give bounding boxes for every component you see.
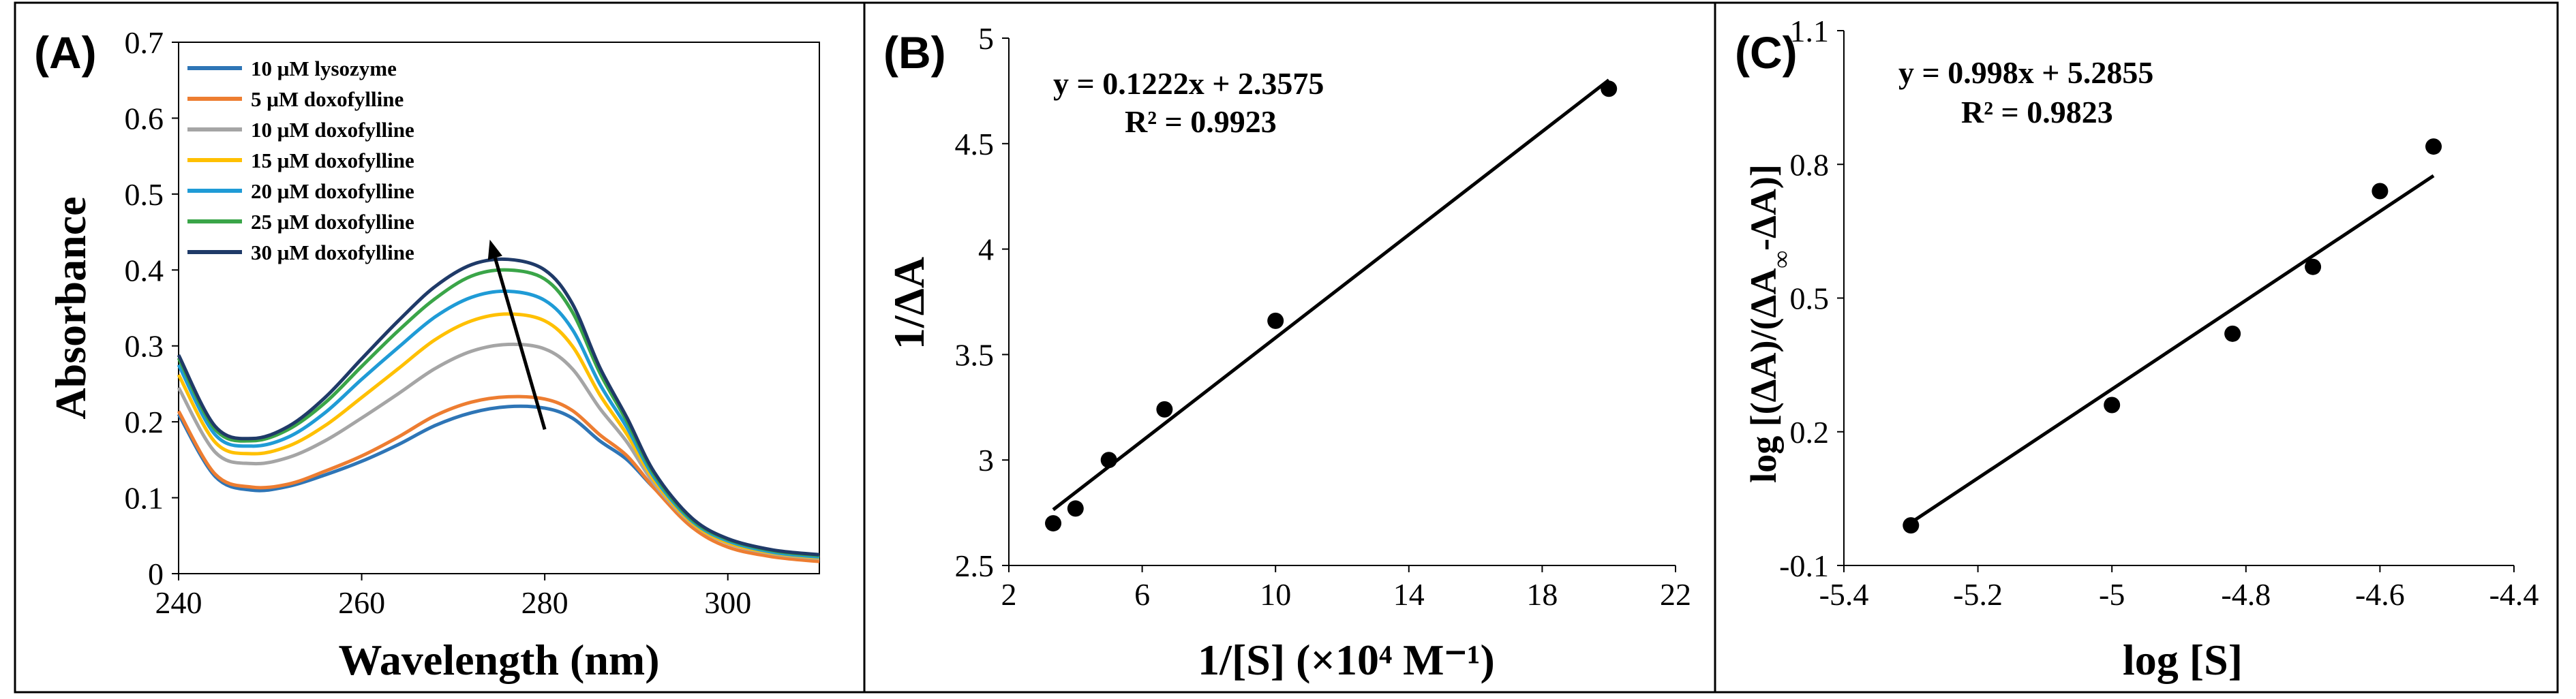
chart-c-trendline [1909, 174, 2435, 525]
chart-a-legend-label: 30 μM doxofylline [251, 240, 414, 264]
chart-c-y-tick-label: -0.1 [1779, 548, 1829, 583]
chart-c-data-point [2425, 138, 2442, 155]
chart-c-data-point [1903, 517, 1920, 534]
chart-b-ticks: 2 6 10 14 18 22 2.5 3 3.5 4 4.5 5 [955, 21, 1692, 612]
chart-a-lines [177, 257, 820, 563]
chart-b-x-tick-label: 22 [1660, 577, 1691, 612]
chart-a-legend-label: 10 μM doxofylline [251, 118, 414, 142]
chart-a-legend-label: 15 μM doxofylline [251, 149, 414, 172]
chart-a-x-axis-title: Wavelength (nm) [338, 636, 659, 684]
chart-b-fit [1052, 78, 1610, 512]
chart-b-y-tick-label: 3 [978, 443, 994, 478]
panel-label-b: (B) [883, 27, 946, 78]
chart-b-y-tick-label: 4.5 [955, 127, 995, 161]
chart-a-legend-label: 25 μM doxofylline [251, 210, 414, 234]
chart-b-points [1045, 80, 1618, 532]
chart-a: 240 260 280 300 0 0.1 0.2 0.3 0.4 0.5 0.6 0.7 10 μM… [46, 25, 820, 684]
chart-c-equation: y = 0.998x + 5.2855 [1898, 55, 2153, 90]
chart-b-x-tick-label: 18 [1526, 577, 1558, 612]
chart-a-y-tick-label: 0.3 [125, 329, 164, 364]
chart-a-x-tick-label: 300 [704, 585, 751, 620]
chart-a-series-line-6 [177, 268, 820, 557]
figure-frame [14, 1, 2559, 694]
chart-c-points [1903, 138, 2442, 534]
chart-a-arrow [487, 239, 547, 430]
chart-a-y-tick-label: 0.6 [125, 101, 164, 136]
chart-b-y-axis-title: 1/ΔA [885, 257, 933, 350]
chart-c-x-axis-title: log [S] [2123, 636, 2243, 684]
chart-c-data-point [2372, 183, 2389, 200]
chart-b: 2 6 10 14 18 22 2.5 3 3.5 4 4.5 5 y = 0.1222x + 2.3… [885, 21, 1691, 684]
chart-a-x-tick-label: 280 [521, 585, 569, 620]
chart-a-y-tick-label: 0.1 [125, 481, 164, 516]
chart-c-fit [1909, 174, 2435, 525]
chart-c-x-tick-label: -5 [2099, 577, 2125, 612]
chart-c-y-tick-label: 0.2 [1790, 415, 1830, 450]
chart-c-x-tick-label: -4.8 [2221, 577, 2271, 612]
chart-b-y-tick-label: 3.5 [955, 337, 995, 372]
chart-b-data-point [1601, 80, 1618, 97]
chart-c-x-tick-label: -4.4 [2489, 577, 2539, 612]
chart-c-y-axis-title-part-2: -ΔA)] [1743, 164, 1784, 251]
chart-b-y-tick-label: 2.5 [955, 548, 995, 583]
chart-b-y-tick-label: 4 [978, 232, 994, 267]
panel-label-c: (C) [1735, 27, 1798, 78]
chart-c-data-point [2305, 258, 2322, 275]
chart-c-r-squared: R² = 0.9823 [1961, 95, 2113, 129]
chart-c-y-axis-title-subscript: ∞ [1768, 251, 1795, 268]
chart-b-equation: y = 0.1222x + 2.3575 [1053, 66, 1324, 101]
chart-c-axes [1843, 31, 2514, 566]
chart-a-legend-label: 5 μM doxofylline [251, 87, 404, 111]
chart-a-series-line-1 [177, 404, 820, 559]
chart-b-data-point [1267, 312, 1284, 329]
chart-a-x-tick-label: 260 [338, 585, 385, 620]
panel-label-a: (A) [34, 27, 97, 78]
chart-c-data-point [2224, 325, 2241, 342]
chart-c-y-axis-title: log [(ΔA)/(ΔA∞-ΔA)] [1743, 164, 1795, 483]
chart-a-series-line-7 [177, 257, 820, 557]
chart-c-x-tick-label: -5.2 [1953, 577, 2003, 612]
chart-b-x-tick-label: 14 [1393, 577, 1425, 612]
chart-b-trendline [1052, 78, 1610, 512]
chart-b-x-tick-label: 2 [1001, 577, 1017, 612]
chart-a-legend-label: 10 μM lysozyme [251, 57, 397, 80]
chart-a-y-axis-title: Absorbance [46, 196, 95, 419]
chart-b-r-squared: R² = 0.9923 [1125, 104, 1277, 139]
chart-c: -5.4 -5.2 -5 -4.8 -4.6 -4.4 -0.1 0.2 0.5 0.8 1.1 y… [1743, 14, 2539, 684]
chart-b-y-tick-label: 5 [978, 21, 994, 56]
chart-a-y-tick-label: 0.2 [125, 405, 164, 439]
chart-c-y-axis-title-part-1: log [(ΔA)/(ΔA [1743, 268, 1784, 483]
chart-b-data-point [1067, 500, 1084, 517]
chart-a-arrow-head [487, 239, 502, 260]
chart-a-y-tick-label: 0.4 [125, 253, 164, 288]
chart-a-y-tick-label: 0.7 [125, 25, 164, 60]
chart-a-ticks: 240 260 280 300 0 0.1 0.2 0.3 0.4 0.5 0.6 0.7 [125, 25, 752, 620]
chart-c-y-tick-label: 0.8 [1790, 147, 1830, 182]
chart-b-x-axis-title: 1/[S] (×10⁴ M⁻¹) [1198, 636, 1495, 684]
chart-c-y-tick-label: 0.5 [1790, 281, 1830, 316]
chart-c-data-point [2104, 397, 2121, 414]
chart-a-legend: 10 μM lysozyme 5 μM doxofylline 10 μM doxo… [187, 57, 414, 264]
chart-b-data-point [1045, 515, 1062, 532]
chart-a-arrow-shaft [493, 257, 547, 430]
chart-c-x-tick-label: -5.4 [1819, 577, 1869, 612]
chart-a-series-line-2 [177, 394, 820, 563]
chart-a-series-line-5 [177, 289, 820, 559]
chart-b-data-point [1100, 452, 1117, 469]
chart-a-legend-label: 20 μM doxofylline [251, 179, 414, 203]
chart-b-data-point [1156, 401, 1173, 418]
chart-c-y-tick-label: 1.1 [1790, 14, 1830, 48]
chart-b-x-tick-label: 10 [1260, 577, 1291, 612]
chart-b-x-tick-label: 6 [1134, 577, 1150, 612]
chart-c-ticks: -5.4 -5.2 -5 -4.8 -4.6 -4.4 -0.1 0.2 0.5 0.8 1.1 [1779, 14, 2539, 612]
chart-c-x-tick-label: -4.6 [2355, 577, 2405, 612]
chart-a-x-tick-label: 240 [155, 585, 202, 620]
chart-b-axes [1008, 38, 1676, 566]
chart-a-y-tick-label: 0.5 [125, 177, 164, 212]
chart-a-plot-area [178, 42, 820, 574]
chart-a-y-tick-label: 0 [148, 557, 164, 591]
